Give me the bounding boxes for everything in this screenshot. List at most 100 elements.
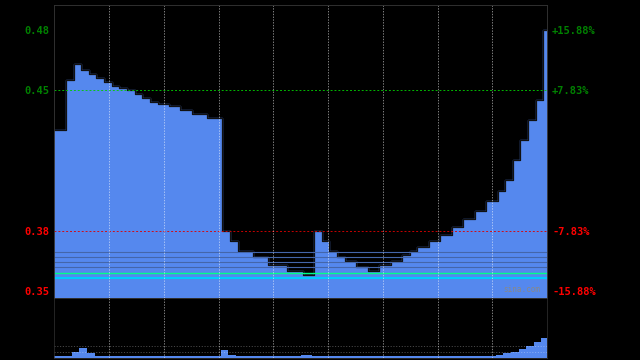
Bar xyxy=(423,356,427,358)
Bar xyxy=(377,356,381,358)
Bar xyxy=(347,356,351,358)
Bar xyxy=(332,356,335,358)
Bar xyxy=(446,356,450,358)
Bar xyxy=(312,356,316,358)
Bar xyxy=(503,353,507,358)
Bar xyxy=(358,356,362,358)
Bar xyxy=(205,356,209,358)
Bar xyxy=(473,356,477,358)
Bar xyxy=(102,356,106,358)
Bar xyxy=(225,350,228,358)
Bar xyxy=(274,356,278,358)
Bar xyxy=(541,338,545,358)
Bar xyxy=(412,356,415,358)
Bar xyxy=(293,356,297,358)
Bar xyxy=(328,356,332,358)
Bar xyxy=(232,355,236,358)
Bar xyxy=(488,356,492,358)
Bar xyxy=(392,356,396,358)
Bar xyxy=(362,356,365,358)
Bar xyxy=(305,355,308,358)
Bar xyxy=(515,351,518,358)
Bar xyxy=(324,356,328,358)
Bar xyxy=(52,356,56,358)
Bar xyxy=(301,355,305,358)
Bar xyxy=(72,351,76,358)
Bar xyxy=(243,356,247,358)
Bar xyxy=(144,356,148,358)
Bar xyxy=(136,356,140,358)
Bar xyxy=(381,356,385,358)
Bar xyxy=(56,356,60,358)
Bar xyxy=(270,356,274,358)
Bar xyxy=(316,356,320,358)
Bar xyxy=(175,356,179,358)
Bar xyxy=(343,356,347,358)
Bar xyxy=(438,356,442,358)
Bar xyxy=(182,356,186,358)
Bar xyxy=(167,356,171,358)
Bar xyxy=(156,356,159,358)
Bar xyxy=(431,356,435,358)
Bar xyxy=(469,356,473,358)
Bar xyxy=(297,356,301,358)
Bar xyxy=(320,356,324,358)
Bar xyxy=(388,356,392,358)
Bar xyxy=(121,356,125,358)
Bar xyxy=(373,356,377,358)
Bar xyxy=(125,356,129,358)
Bar xyxy=(435,356,438,358)
Bar xyxy=(355,356,358,358)
Bar xyxy=(251,356,255,358)
Bar xyxy=(400,356,404,358)
Bar xyxy=(186,356,190,358)
Bar xyxy=(365,356,369,358)
Bar xyxy=(114,356,117,358)
Bar xyxy=(450,356,454,358)
Bar xyxy=(266,356,270,358)
Bar xyxy=(495,355,499,358)
Bar xyxy=(492,356,495,358)
Bar xyxy=(83,348,87,358)
Bar xyxy=(477,356,481,358)
Bar xyxy=(95,356,99,358)
Bar xyxy=(465,356,469,358)
Bar xyxy=(179,356,182,358)
Bar xyxy=(148,356,152,358)
Bar xyxy=(282,356,285,358)
Bar xyxy=(530,346,534,358)
Bar xyxy=(262,356,266,358)
Bar xyxy=(369,356,373,358)
Bar xyxy=(339,356,343,358)
Bar xyxy=(163,356,167,358)
Bar xyxy=(278,356,282,358)
Bar xyxy=(171,356,175,358)
Bar xyxy=(217,356,221,358)
Bar xyxy=(351,356,355,358)
Bar xyxy=(484,356,488,358)
Bar xyxy=(247,356,251,358)
Bar xyxy=(190,356,194,358)
Bar xyxy=(499,355,503,358)
Bar xyxy=(458,356,461,358)
Bar xyxy=(221,350,225,358)
Bar xyxy=(335,356,339,358)
Bar xyxy=(285,356,289,358)
Bar xyxy=(534,342,538,358)
Bar xyxy=(427,356,431,358)
Bar xyxy=(106,356,110,358)
Bar xyxy=(209,356,213,358)
Text: sina.com: sina.com xyxy=(503,285,540,294)
Bar xyxy=(385,356,388,358)
Bar xyxy=(415,356,419,358)
Bar xyxy=(419,356,423,358)
Bar xyxy=(308,355,312,358)
Bar xyxy=(239,356,243,358)
Bar xyxy=(481,356,484,358)
Bar xyxy=(140,356,144,358)
Bar xyxy=(152,356,156,358)
Bar xyxy=(198,356,202,358)
Bar xyxy=(76,351,79,358)
Bar xyxy=(518,349,522,358)
Bar xyxy=(68,356,72,358)
